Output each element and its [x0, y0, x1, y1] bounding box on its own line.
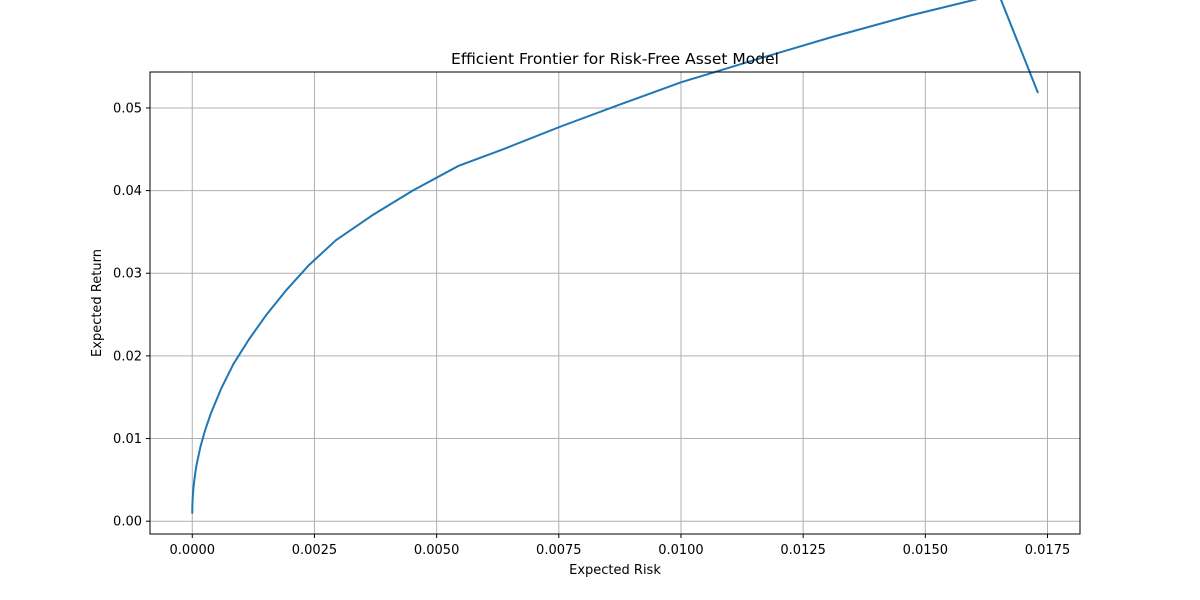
chart-title: Efficient Frontier for Risk-Free Asset M…	[451, 50, 779, 68]
y-tick-label: 0.04	[113, 184, 142, 199]
x-tick-label: 0.0150	[903, 543, 949, 558]
x-axis-label: Expected Risk	[569, 563, 661, 578]
x-tick-label: 0.0175	[1025, 543, 1071, 558]
x-tick-label: 0.0000	[170, 543, 216, 558]
x-tick-label: 0.0050	[414, 543, 460, 558]
series-line	[191, 0, 1039, 514]
y-tick-label: 0.00	[113, 515, 142, 530]
x-tick-label: 0.0100	[658, 543, 704, 558]
y-axis-ticks: 0.00 0.01 0.02 0.03 0.04 0.05	[113, 101, 150, 530]
axes-frame	[149, 71, 1081, 535]
x-tick-label: 0.0125	[780, 543, 826, 558]
grid	[150, 72, 1080, 534]
y-tick-label: 0.03	[113, 267, 142, 282]
x-tick-label: 0.0075	[536, 543, 582, 558]
x-axis-ticks: 0.0000 0.0025 0.0050 0.0075 0.0100 0.0125 0.01…	[170, 534, 1071, 558]
series-layer	[191, 0, 1039, 514]
x-tick-label: 0.0025	[292, 543, 338, 558]
axes-background	[150, 72, 1080, 534]
y-axis-label: Expected Return	[90, 249, 105, 357]
y-tick-label: 0.02	[113, 349, 142, 364]
y-tick-label: 0.01	[113, 432, 142, 447]
plot-area: 0.0000 0.0025 0.0050 0.0075 0.0100 0.0125 0.01…	[113, 0, 1081, 558]
y-tick-label: 0.05	[113, 101, 142, 116]
